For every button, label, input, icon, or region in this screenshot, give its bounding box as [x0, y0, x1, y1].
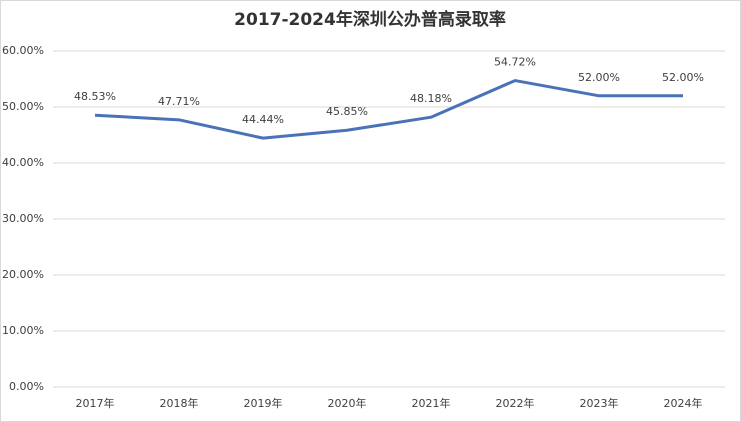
x-tick-label: 2018年: [160, 396, 199, 410]
y-tick-label: 30.00%: [2, 212, 44, 225]
data-label: 54.72%: [494, 56, 536, 69]
chart-title: 2017-2024年深圳公办普高录取率: [234, 9, 506, 30]
data-label: 47.71%: [158, 95, 200, 108]
data-label: 45.85%: [326, 105, 368, 118]
x-tick-label: 2024年: [664, 396, 703, 410]
y-tick-label: 60.00%: [2, 44, 44, 57]
data-label: 48.53%: [74, 90, 116, 103]
x-tick-label: 2017年: [76, 396, 115, 410]
data-label: 48.18%: [410, 92, 452, 105]
line: [94, 79, 683, 140]
y-tick-label: 10.00%: [2, 324, 44, 337]
x-tick-label: 2022年: [496, 396, 535, 410]
x-tick-label: 2020年: [328, 396, 367, 410]
x-tick-label: 2021年: [412, 396, 451, 410]
data-label: 52.00%: [578, 71, 620, 84]
y-tick-label: 20.00%: [2, 268, 44, 281]
y-tick-label: 40.00%: [2, 156, 44, 169]
x-tick-label: 2023年: [580, 396, 619, 410]
data-label: 52.00%: [662, 71, 704, 84]
x-tick-label: 2019年: [244, 396, 283, 410]
y-tick-label: 50.00%: [2, 100, 44, 113]
data-label: 44.44%: [242, 113, 284, 126]
y-tick-label: 0.00%: [9, 380, 44, 393]
